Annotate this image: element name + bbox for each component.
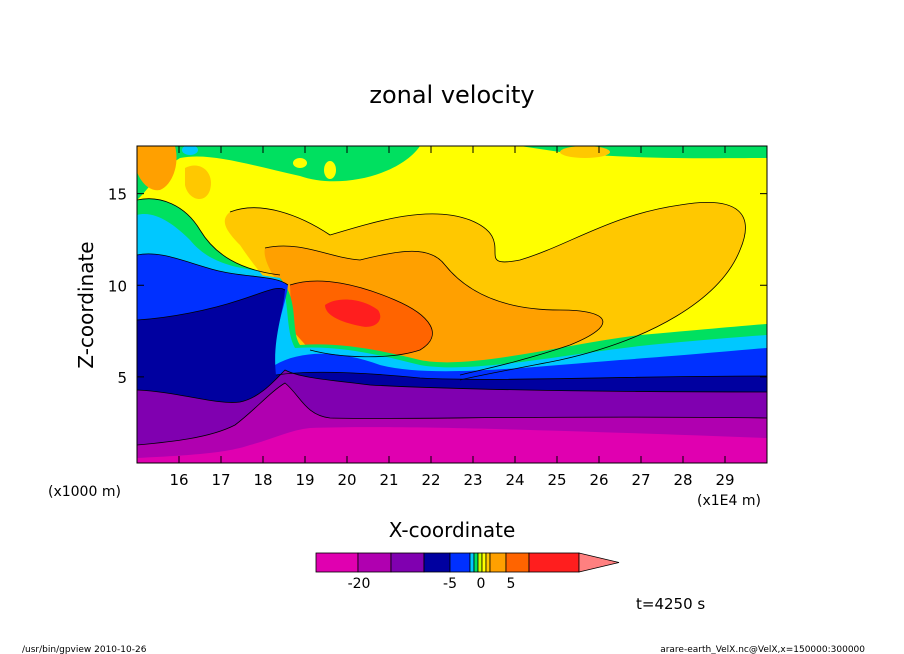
colorbar-tick-label: 0: [477, 576, 486, 592]
x-unit-right: (x1E4 m): [697, 493, 761, 509]
x-tick-label: 19: [295, 471, 314, 489]
colorbar-bin: [473, 552, 479, 573]
x-tick-label: 18: [253, 471, 272, 489]
x-tick-label: 26: [589, 471, 608, 489]
region-green-top: [137, 146, 420, 200]
contour-field: [137, 146, 767, 463]
blob-cyan-top: [182, 146, 198, 155]
contour-line: [137, 287, 286, 321]
contour-line: [229, 202, 746, 381]
blob-yellow-2: [315, 183, 325, 197]
colorbar-tick-label: -5: [443, 576, 457, 592]
footer-right: arare-earth_VelX.nc@VelX,x=150000:300000: [660, 645, 865, 654]
region-red-core: [325, 299, 381, 327]
contour-line: [289, 280, 433, 358]
x-axis: 16 17 18 19 20 21 22 23 24 25 26 27 28 29: [169, 146, 735, 489]
y-axis: 5 10 15: [108, 186, 767, 387]
colorbar-tick-label: 5: [507, 576, 516, 592]
x-tick-label: 27: [631, 471, 650, 489]
colorbar-bin: [489, 552, 507, 573]
x-tick-label: 17: [211, 471, 230, 489]
x-tick-label: 29: [715, 471, 734, 489]
y-tick-label: 15: [108, 186, 127, 204]
contour-line: [264, 245, 604, 376]
x-tick-label: 23: [463, 471, 482, 489]
x-tick-label: 22: [421, 471, 440, 489]
contour-line: [137, 382, 767, 446]
y-tick-label: 5: [117, 369, 127, 387]
contour-line: [137, 253, 289, 286]
chart-title: zonal velocity: [369, 81, 534, 109]
contour-line: [137, 369, 767, 403]
x-tick-label: 25: [547, 471, 566, 489]
contour-line: [275, 371, 767, 380]
y-axis-label: Z-coordinate: [74, 241, 98, 368]
colorbar-extend-arrow: [578, 552, 620, 573]
colorbar-tick-label: -20: [348, 576, 371, 592]
region-yellow-orange-blob: [185, 165, 211, 200]
x-axis-label: X-coordinate: [389, 518, 516, 542]
colorbar-bin: [477, 552, 483, 573]
time-label: t=4250 s: [636, 595, 705, 613]
colorbar-bin: [390, 552, 425, 573]
colorbar-bin: [315, 552, 359, 573]
x-tick-label: 28: [673, 471, 692, 489]
x-tick-label: 20: [337, 471, 356, 489]
blob-yellow-3: [293, 158, 307, 168]
colorbar-bin: [481, 552, 487, 573]
x-tick-label: 16: [169, 471, 188, 489]
x-unit-left: (x1000 m): [48, 484, 121, 500]
footer-left: /usr/bin/gpview 2010-10-26: [22, 645, 147, 654]
contour-lines: [137, 198, 767, 446]
colorbar-bin: [449, 552, 471, 573]
colorbar-bin: [528, 552, 580, 573]
y-tick-label: 10: [108, 277, 127, 295]
colorbar-bin: [485, 552, 491, 573]
blob-yellow-1: [324, 161, 336, 179]
colorbar-bin: [357, 552, 392, 573]
colorbar: -20 -5 0 5: [315, 552, 620, 592]
plot-frame: [136, 145, 768, 464]
x-tick-label: 24: [505, 471, 524, 489]
colorbar-bin: [505, 552, 530, 573]
region-orange-corner: [137, 146, 177, 191]
contour-line: [137, 198, 281, 276]
colorbar-bin: [423, 552, 451, 573]
blob-orange-top: [560, 146, 610, 158]
colorbar-bin: [469, 552, 475, 573]
region-magenta: [137, 427, 767, 463]
x-tick-label: 21: [379, 471, 398, 489]
